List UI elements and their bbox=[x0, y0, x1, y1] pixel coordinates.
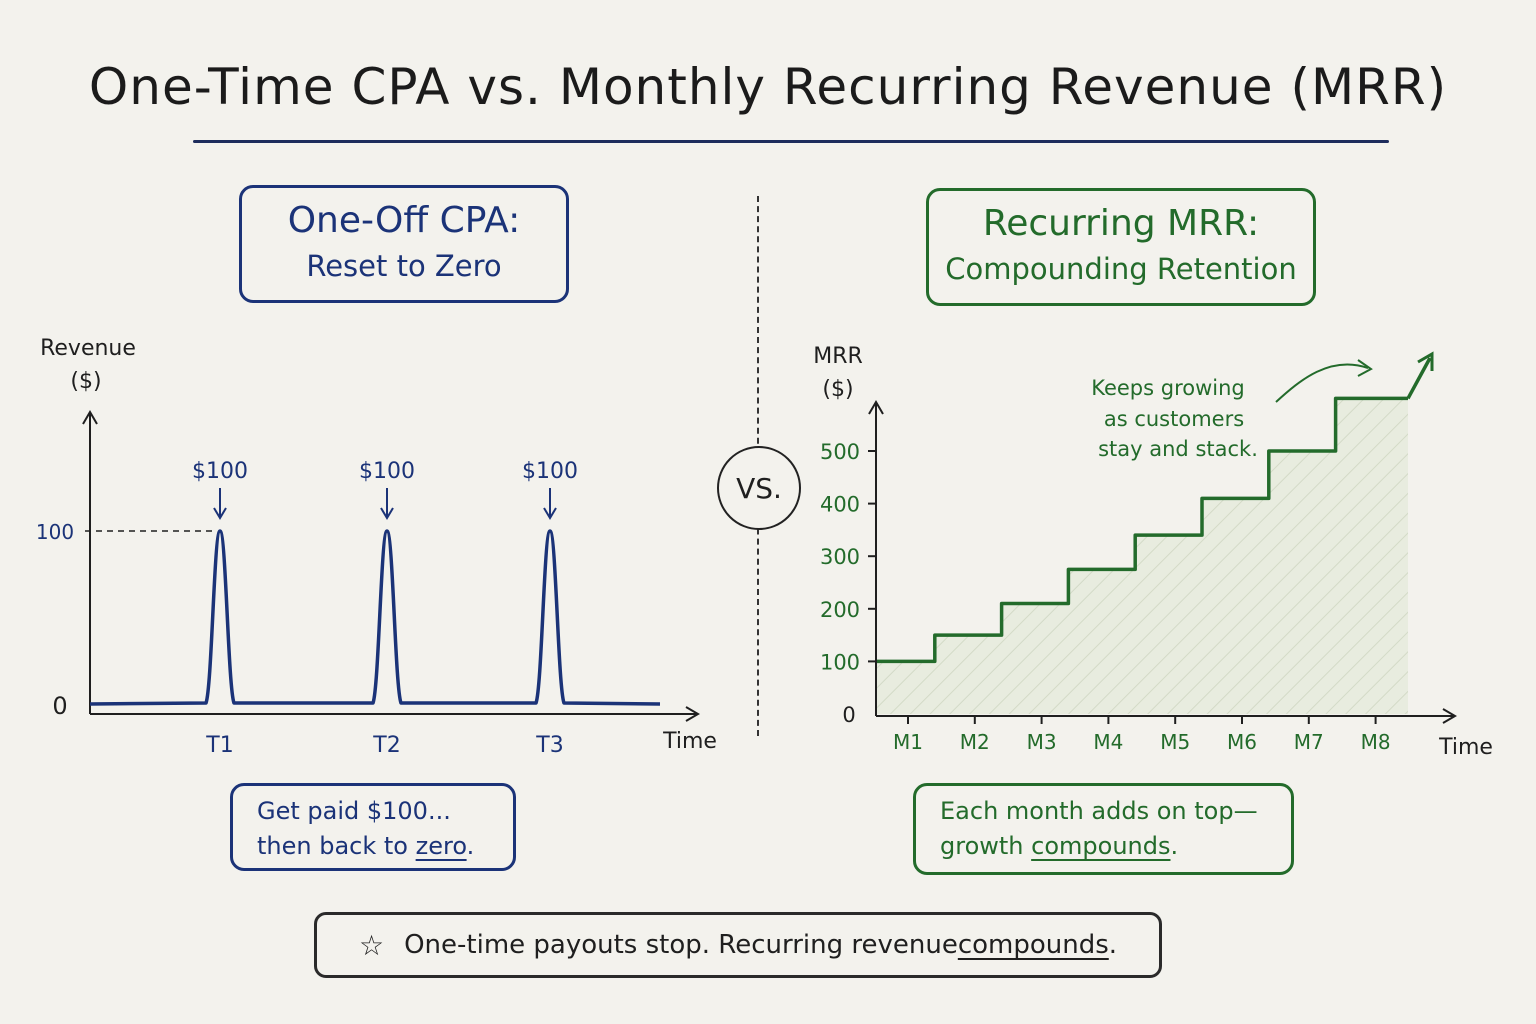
mrr-y-tick-label: 500 bbox=[820, 440, 860, 464]
cpa-peak-arrowhead bbox=[213, 507, 227, 520]
mrr-annotation-arrowhead bbox=[1357, 359, 1373, 377]
mrr-note-line1: Each month adds on top— bbox=[940, 797, 1258, 825]
cpa-note-box: Get paid $100... then back to zero. bbox=[230, 783, 516, 871]
summary-box: ☆ One-time payouts stop. Recurring reven… bbox=[314, 912, 1162, 978]
mrr-x-tick-label: M3 bbox=[1027, 730, 1057, 754]
cpa-chart: Revenue ($) Time 0 100 $100 T1 $100 T2 $100 T3 bbox=[36, 336, 717, 758]
mrr-growth-arrow bbox=[1406, 357, 1432, 400]
summary-prefix: One-time payouts stop. Recurring revenue bbox=[404, 930, 958, 960]
cpa-note-prefix: then back to bbox=[257, 832, 416, 860]
cpa-ylabel: Revenue bbox=[40, 336, 136, 361]
mrr-annotation-line: as customers bbox=[1104, 407, 1244, 431]
vs-label: VS. bbox=[736, 471, 782, 505]
summary-emphasis: compounds bbox=[957, 930, 1109, 960]
cpa-revenue-line bbox=[89, 529, 661, 706]
cpa-note-emphasis: zero bbox=[415, 832, 467, 860]
summary-suffix: . bbox=[1108, 930, 1118, 960]
cpa-heading-box: One-Off CPA: Reset to Zero bbox=[239, 185, 569, 303]
mrr-note-line2: growth compounds. bbox=[940, 829, 1291, 864]
vs-badge: VS. bbox=[717, 446, 801, 530]
cpa-xlabel: Time bbox=[662, 729, 717, 754]
mrr-area-fill bbox=[876, 398, 1408, 714]
cpa-note-line2: then back to zero. bbox=[257, 829, 513, 864]
cpa-x-tick-label: T2 bbox=[372, 733, 400, 758]
mrr-x-tick-label: M1 bbox=[893, 730, 923, 754]
cpa-ylabel-unit: ($) bbox=[70, 369, 101, 394]
cpa-y-tick-label: 100 bbox=[36, 520, 74, 544]
title-underline bbox=[193, 140, 1389, 143]
mrr-heading-subtitle: Compounding Retention bbox=[945, 252, 1297, 286]
mrr-y-tick-label: 300 bbox=[820, 545, 860, 569]
mrr-annotation-line: stay and stack. bbox=[1098, 437, 1258, 461]
mrr-note-prefix: growth bbox=[940, 832, 1032, 860]
mrr-y-tick-label: 0 bbox=[842, 703, 855, 727]
mrr-x-tick-label: M8 bbox=[1361, 730, 1391, 754]
mrr-y-tick-label: 400 bbox=[820, 493, 860, 517]
mrr-x-tick-label: M2 bbox=[960, 730, 990, 754]
cpa-peak-label: $100 bbox=[522, 459, 578, 484]
cpa-peak-arrowhead bbox=[543, 507, 557, 520]
mrr-annotation-arrow bbox=[1275, 363, 1369, 403]
mrr-x-tick-label: M6 bbox=[1227, 730, 1257, 754]
mrr-y-axis-arrow bbox=[868, 400, 884, 415]
mrr-x-tick-label: M7 bbox=[1294, 730, 1324, 754]
cpa-heading-title: One-Off CPA: bbox=[287, 200, 521, 241]
cpa-note-line1: Get paid $100... bbox=[257, 797, 451, 825]
mrr-heading-title: Recurring MRR: bbox=[982, 203, 1260, 244]
mrr-y-tick-label: 200 bbox=[820, 598, 860, 622]
mrr-x-tick-label: M4 bbox=[1093, 730, 1123, 754]
mrr-note-emphasis: compounds bbox=[1031, 832, 1171, 860]
mrr-note-box: Each month adds on top— growth compounds… bbox=[913, 783, 1294, 875]
mrr-growth-arrowhead bbox=[1417, 351, 1434, 371]
page-title: One-Time CPA vs. Monthly Recurring Reven… bbox=[88, 58, 1448, 116]
mrr-annotation-line: Keeps growing bbox=[1091, 376, 1245, 400]
mrr-x-tick-label: M5 bbox=[1160, 730, 1190, 754]
cpa-peak-label: $100 bbox=[192, 459, 248, 484]
mrr-xlabel: Time bbox=[1438, 735, 1493, 760]
cpa-x-tick-label: T3 bbox=[535, 733, 563, 758]
cpa-peak-arrowhead bbox=[380, 507, 394, 520]
mrr-chart: MRR ($) Time 0 100 200 300 400 500 M1 M2 M3 M4 M5 M6 M7… bbox=[813, 344, 1493, 760]
cpa-y-axis-arrow bbox=[82, 410, 98, 425]
mrr-ylabel: MRR bbox=[813, 344, 863, 369]
star-icon: ☆ bbox=[358, 928, 385, 962]
mrr-ylabel-unit: ($) bbox=[822, 377, 853, 402]
mrr-heading-box: Recurring MRR: Compounding Retention bbox=[926, 188, 1316, 306]
mrr-note-suffix: . bbox=[1170, 832, 1179, 860]
cpa-x-axis-arrow bbox=[685, 706, 700, 722]
mrr-y-tick-label: 100 bbox=[820, 650, 860, 674]
cpa-peak-label: $100 bbox=[359, 459, 415, 484]
cpa-x-tick-label: T1 bbox=[205, 733, 233, 758]
cpa-y-tick-label: 0 bbox=[52, 692, 67, 720]
cpa-note-suffix: . bbox=[466, 832, 475, 860]
mrr-x-axis-arrow bbox=[1442, 708, 1457, 724]
cpa-heading-subtitle: Reset to Zero bbox=[306, 249, 502, 283]
mrr-staircase-line bbox=[876, 396, 1408, 664]
